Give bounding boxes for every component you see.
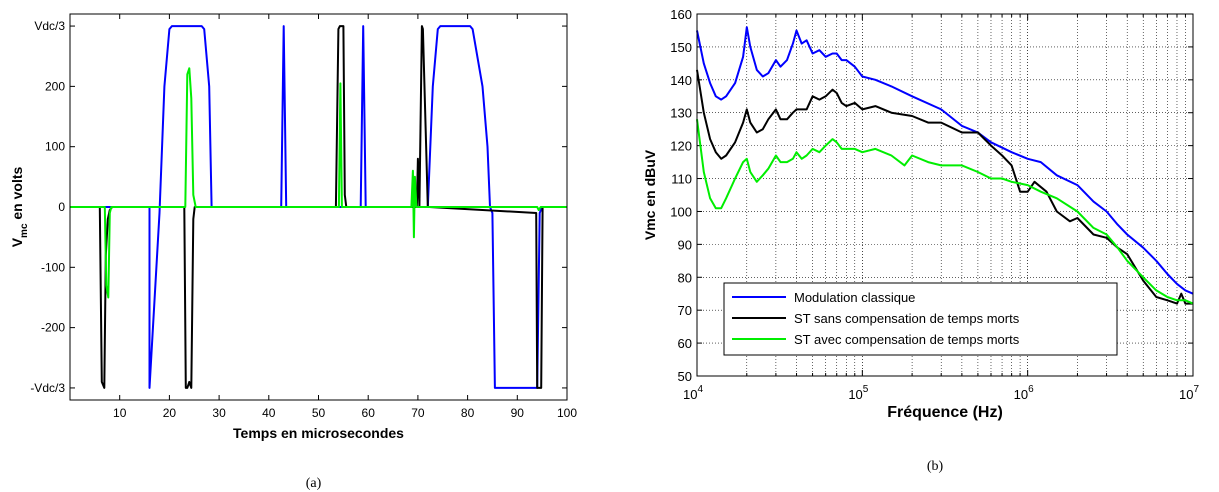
x-tick-label-a: 50 bbox=[312, 406, 326, 420]
y-tick-label-b: 150 bbox=[670, 40, 692, 55]
x-tick-label-b: 104 bbox=[683, 384, 703, 402]
legend-label-b-2: ST sans compensation de temps morts bbox=[794, 311, 1020, 326]
x-tick-label-a: 100 bbox=[557, 406, 577, 420]
y-tick-label-b: 130 bbox=[670, 106, 692, 121]
y-tick-label-a: 100 bbox=[45, 140, 65, 154]
series-line-b-2 bbox=[696, 69, 1193, 305]
x-tick-label-a: 10 bbox=[113, 406, 127, 420]
y-tick-label-a: -Vdc/3 bbox=[30, 381, 65, 395]
x-tick-label-b: 105 bbox=[848, 384, 868, 402]
y-tick-label-a: -100 bbox=[41, 260, 65, 274]
series-line-a-3 bbox=[70, 67, 567, 299]
x-tick-label-a: 90 bbox=[511, 406, 525, 420]
x-tick-label-a: 40 bbox=[262, 406, 276, 420]
y-axis-label-b: Vmc en dBuV bbox=[642, 149, 658, 240]
series-line-b-3 bbox=[696, 119, 1194, 305]
legend-box-b bbox=[723, 282, 1118, 356]
y-tick-label-a: -200 bbox=[41, 321, 65, 335]
y-tick-label-a: 0 bbox=[58, 200, 65, 214]
y-tick-label-b: 110 bbox=[671, 172, 692, 187]
y-tick-label-b: 120 bbox=[670, 139, 692, 154]
y-tick-label-b: 70 bbox=[678, 303, 692, 318]
y-tick-label-b: 90 bbox=[678, 237, 692, 252]
x-tick-label-a: 60 bbox=[362, 406, 376, 420]
y-tick-label-b: 160 bbox=[670, 7, 692, 22]
chart-a-time-domain: 10 20 30 40 50 60 70 80 90 100 Vdc/3 200 100 0 -100 -20… bbox=[9, 13, 577, 491]
axes-frame-a bbox=[69, 13, 568, 401]
y-tick-label-b: 60 bbox=[678, 336, 692, 351]
x-tick-label-a: 20 bbox=[163, 406, 177, 420]
caption-b: (b) bbox=[927, 459, 944, 474]
x-axis-label-a: Temps en microsecondes bbox=[233, 425, 404, 441]
y-tick-label-a: Vdc/3 bbox=[34, 19, 65, 33]
caption-a: (a) bbox=[306, 476, 322, 491]
y-tick-label-b: 50 bbox=[678, 369, 692, 384]
y-tick-label-a: 200 bbox=[45, 79, 65, 93]
y-tick-label-b: 140 bbox=[670, 73, 692, 88]
x-axis-label-b: Fréquence (Hz) bbox=[887, 404, 1003, 421]
legend-label-b-1: Modulation classique bbox=[794, 290, 915, 305]
x-tick-label-b: 107 bbox=[1179, 384, 1199, 402]
legend-label-b-3: ST avec compensation de temps morts bbox=[794, 332, 1020, 347]
x-tick-label-a: 70 bbox=[411, 406, 425, 420]
x-tick-label-a: 30 bbox=[212, 406, 226, 420]
x-tick-label-a: 80 bbox=[461, 406, 475, 420]
x-tick-label-b: 106 bbox=[1014, 384, 1034, 402]
axes-frame-b bbox=[696, 13, 1194, 377]
y-tick-label-b: 80 bbox=[678, 270, 692, 285]
series-line-b-1 bbox=[696, 26, 1194, 295]
chart-b-spectrum: 104 105 106 107 50 60 70 80 90 100 110 120 130 140 150… bbox=[642, 7, 1199, 474]
y-axis-label-a: Vmc en volts bbox=[9, 166, 30, 247]
y-tick-label-b: 100 bbox=[670, 204, 692, 219]
series-line-a-1 bbox=[70, 25, 567, 389]
